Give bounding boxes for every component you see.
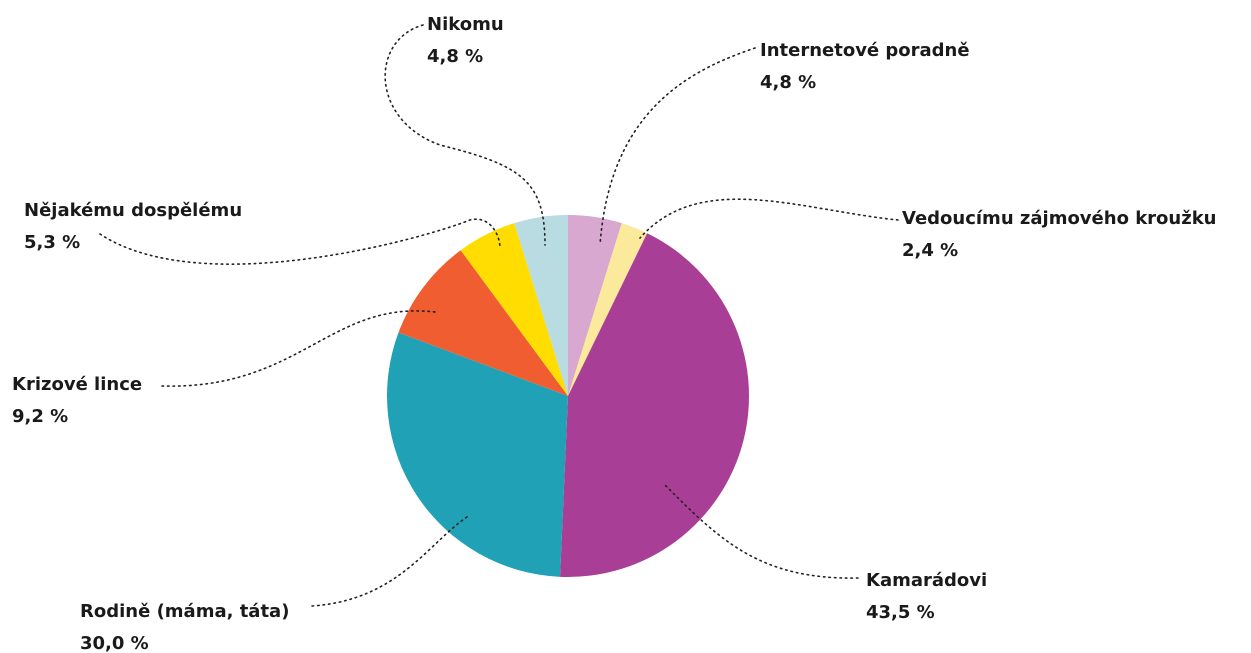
pie-slice [560, 233, 749, 578]
value-label: 30,0 % [80, 633, 149, 653]
pie-slice [568, 215, 622, 396]
leader-line [639, 198, 899, 239]
leader-line [311, 514, 471, 607]
slice-label: Kamarádovi [866, 570, 987, 591]
pie-slice [514, 215, 568, 396]
pie-slice [460, 223, 568, 396]
value-label: 4,8 % [427, 46, 483, 67]
slice-label: Nějakému dospělému [24, 200, 242, 221]
value-label: 5,3 % [24, 232, 80, 253]
value-label: 4,8 % [760, 72, 816, 93]
value-label: 2,4 % [902, 240, 958, 261]
slice-label: Vedoucímu zájmového kroužku [902, 208, 1217, 229]
leader-line [664, 484, 859, 579]
pie-slice [398, 250, 568, 396]
slice-label: Rodině (máma, táta) [80, 601, 289, 622]
pie-slice [568, 223, 648, 396]
pie-slice [387, 332, 568, 577]
slice-label: Nikomu [427, 14, 504, 35]
leader-line [384, 24, 546, 246]
leader-line [99, 218, 501, 265]
value-label: 9,2 % [12, 406, 68, 427]
value-label: 43,5 % [866, 602, 935, 623]
slice-label: Krizové lince [12, 374, 142, 395]
leader-line [161, 310, 436, 387]
leader-line [599, 47, 756, 246]
slice-label: Internetové poradně [760, 40, 970, 61]
